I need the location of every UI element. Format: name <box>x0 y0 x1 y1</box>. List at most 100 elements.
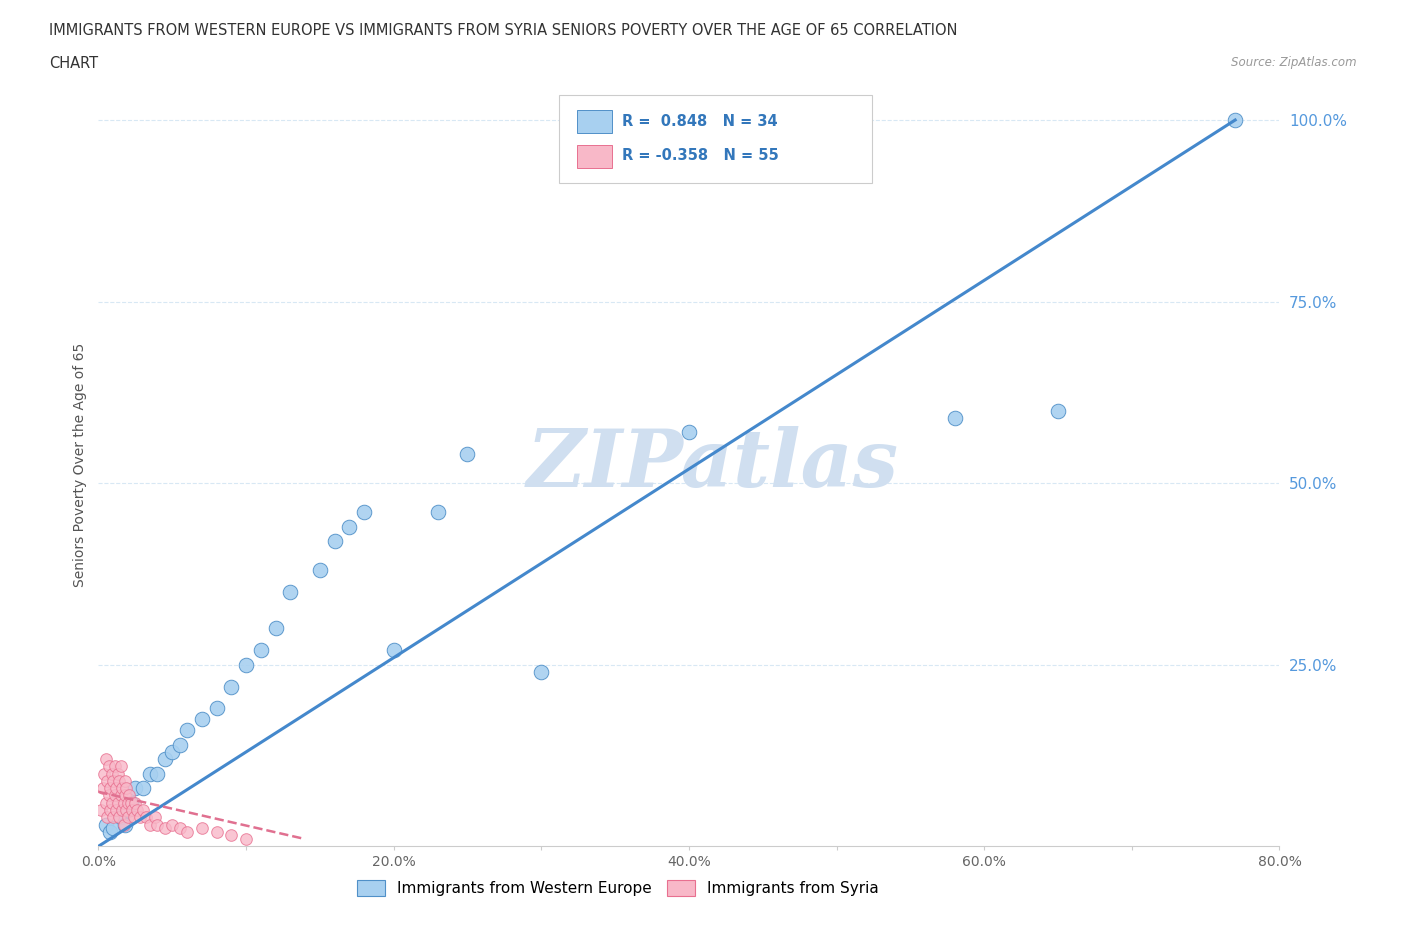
Point <box>103 820 125 835</box>
Point <box>90 803 112 817</box>
Point <box>96 774 118 789</box>
Point <box>103 774 125 789</box>
Point <box>117 803 139 817</box>
Point <box>94 817 117 832</box>
Point <box>104 788 127 803</box>
Point <box>128 810 150 825</box>
Text: R =  0.848   N = 34: R = 0.848 N = 34 <box>621 113 778 128</box>
Point <box>114 817 136 832</box>
Point <box>235 658 257 672</box>
Point <box>108 810 131 825</box>
Point <box>132 781 155 796</box>
Point <box>530 665 553 680</box>
Point <box>219 828 242 843</box>
Point <box>112 817 135 832</box>
Point <box>112 795 135 810</box>
Point <box>132 803 155 817</box>
Point <box>205 824 228 839</box>
Point <box>125 803 148 817</box>
Point <box>278 585 302 600</box>
Point <box>264 621 287 636</box>
Point <box>108 774 131 789</box>
Text: IMMIGRANTS FROM WESTERN EUROPE VS IMMIGRANTS FROM SYRIA SENIORS POVERTY OVER THE: IMMIGRANTS FROM WESTERN EUROPE VS IMMIGR… <box>49 23 957 38</box>
Point <box>382 643 405 658</box>
Legend: Immigrants from Western Europe, Immigrants from Syria: Immigrants from Western Europe, Immigran… <box>357 880 879 896</box>
Point <box>105 803 128 817</box>
Point <box>114 774 136 789</box>
Point <box>117 795 139 810</box>
Point <box>114 788 136 803</box>
Point <box>120 795 142 810</box>
Point <box>124 795 146 810</box>
Point <box>176 824 198 839</box>
Point <box>162 744 183 759</box>
Point <box>105 781 128 796</box>
Point <box>96 810 118 825</box>
Point <box>943 410 966 425</box>
Point <box>678 425 700 440</box>
Point <box>121 803 143 817</box>
Point <box>110 810 132 825</box>
Point <box>104 759 127 774</box>
Point <box>135 810 157 825</box>
Point <box>97 759 120 774</box>
Point <box>169 737 191 752</box>
Point <box>146 766 169 781</box>
Point <box>139 766 162 781</box>
Point <box>115 803 138 817</box>
Point <box>97 788 120 803</box>
Bar <box>576 145 612 167</box>
Point <box>98 803 121 817</box>
Point <box>122 810 145 825</box>
Point <box>124 781 146 796</box>
Text: CHART: CHART <box>49 56 98 71</box>
Point <box>139 817 162 832</box>
Text: Source: ZipAtlas.com: Source: ZipAtlas.com <box>1232 56 1357 69</box>
Point <box>176 723 198 737</box>
Point <box>1223 113 1246 127</box>
Point <box>162 817 183 832</box>
Point <box>205 701 228 716</box>
Point <box>235 831 257 846</box>
FancyBboxPatch shape <box>560 95 872 183</box>
Point <box>117 810 139 825</box>
Point <box>143 810 166 825</box>
Point <box>98 781 121 796</box>
Point <box>100 795 122 810</box>
Point <box>103 810 125 825</box>
Point <box>191 711 214 726</box>
Point <box>94 751 117 766</box>
Point <box>169 820 191 835</box>
Point <box>309 563 332 578</box>
Point <box>153 751 176 766</box>
Point <box>353 505 375 520</box>
Point <box>120 795 142 810</box>
Point <box>98 824 121 839</box>
Point <box>110 759 132 774</box>
Point <box>94 795 117 810</box>
Point <box>118 788 141 803</box>
Point <box>250 643 273 658</box>
Point <box>111 803 134 817</box>
Point <box>153 820 176 835</box>
Point <box>91 781 114 796</box>
Point <box>111 781 134 796</box>
Point <box>427 505 450 520</box>
Point <box>100 766 122 781</box>
Point <box>115 781 138 796</box>
Point <box>110 788 132 803</box>
Text: ZIPatlas: ZIPatlas <box>526 426 898 504</box>
Point <box>146 817 169 832</box>
Y-axis label: Seniors Poverty Over the Age of 65: Seniors Poverty Over the Age of 65 <box>73 343 87 587</box>
Text: R = -0.358   N = 55: R = -0.358 N = 55 <box>621 148 779 163</box>
Point <box>1046 403 1069 418</box>
Point <box>107 766 129 781</box>
Point <box>191 820 214 835</box>
Point <box>339 519 360 534</box>
Point <box>219 679 242 694</box>
Point <box>107 795 129 810</box>
Bar <box>576 111 612 133</box>
Point <box>323 534 346 549</box>
Point <box>93 766 115 781</box>
Point <box>456 446 478 461</box>
